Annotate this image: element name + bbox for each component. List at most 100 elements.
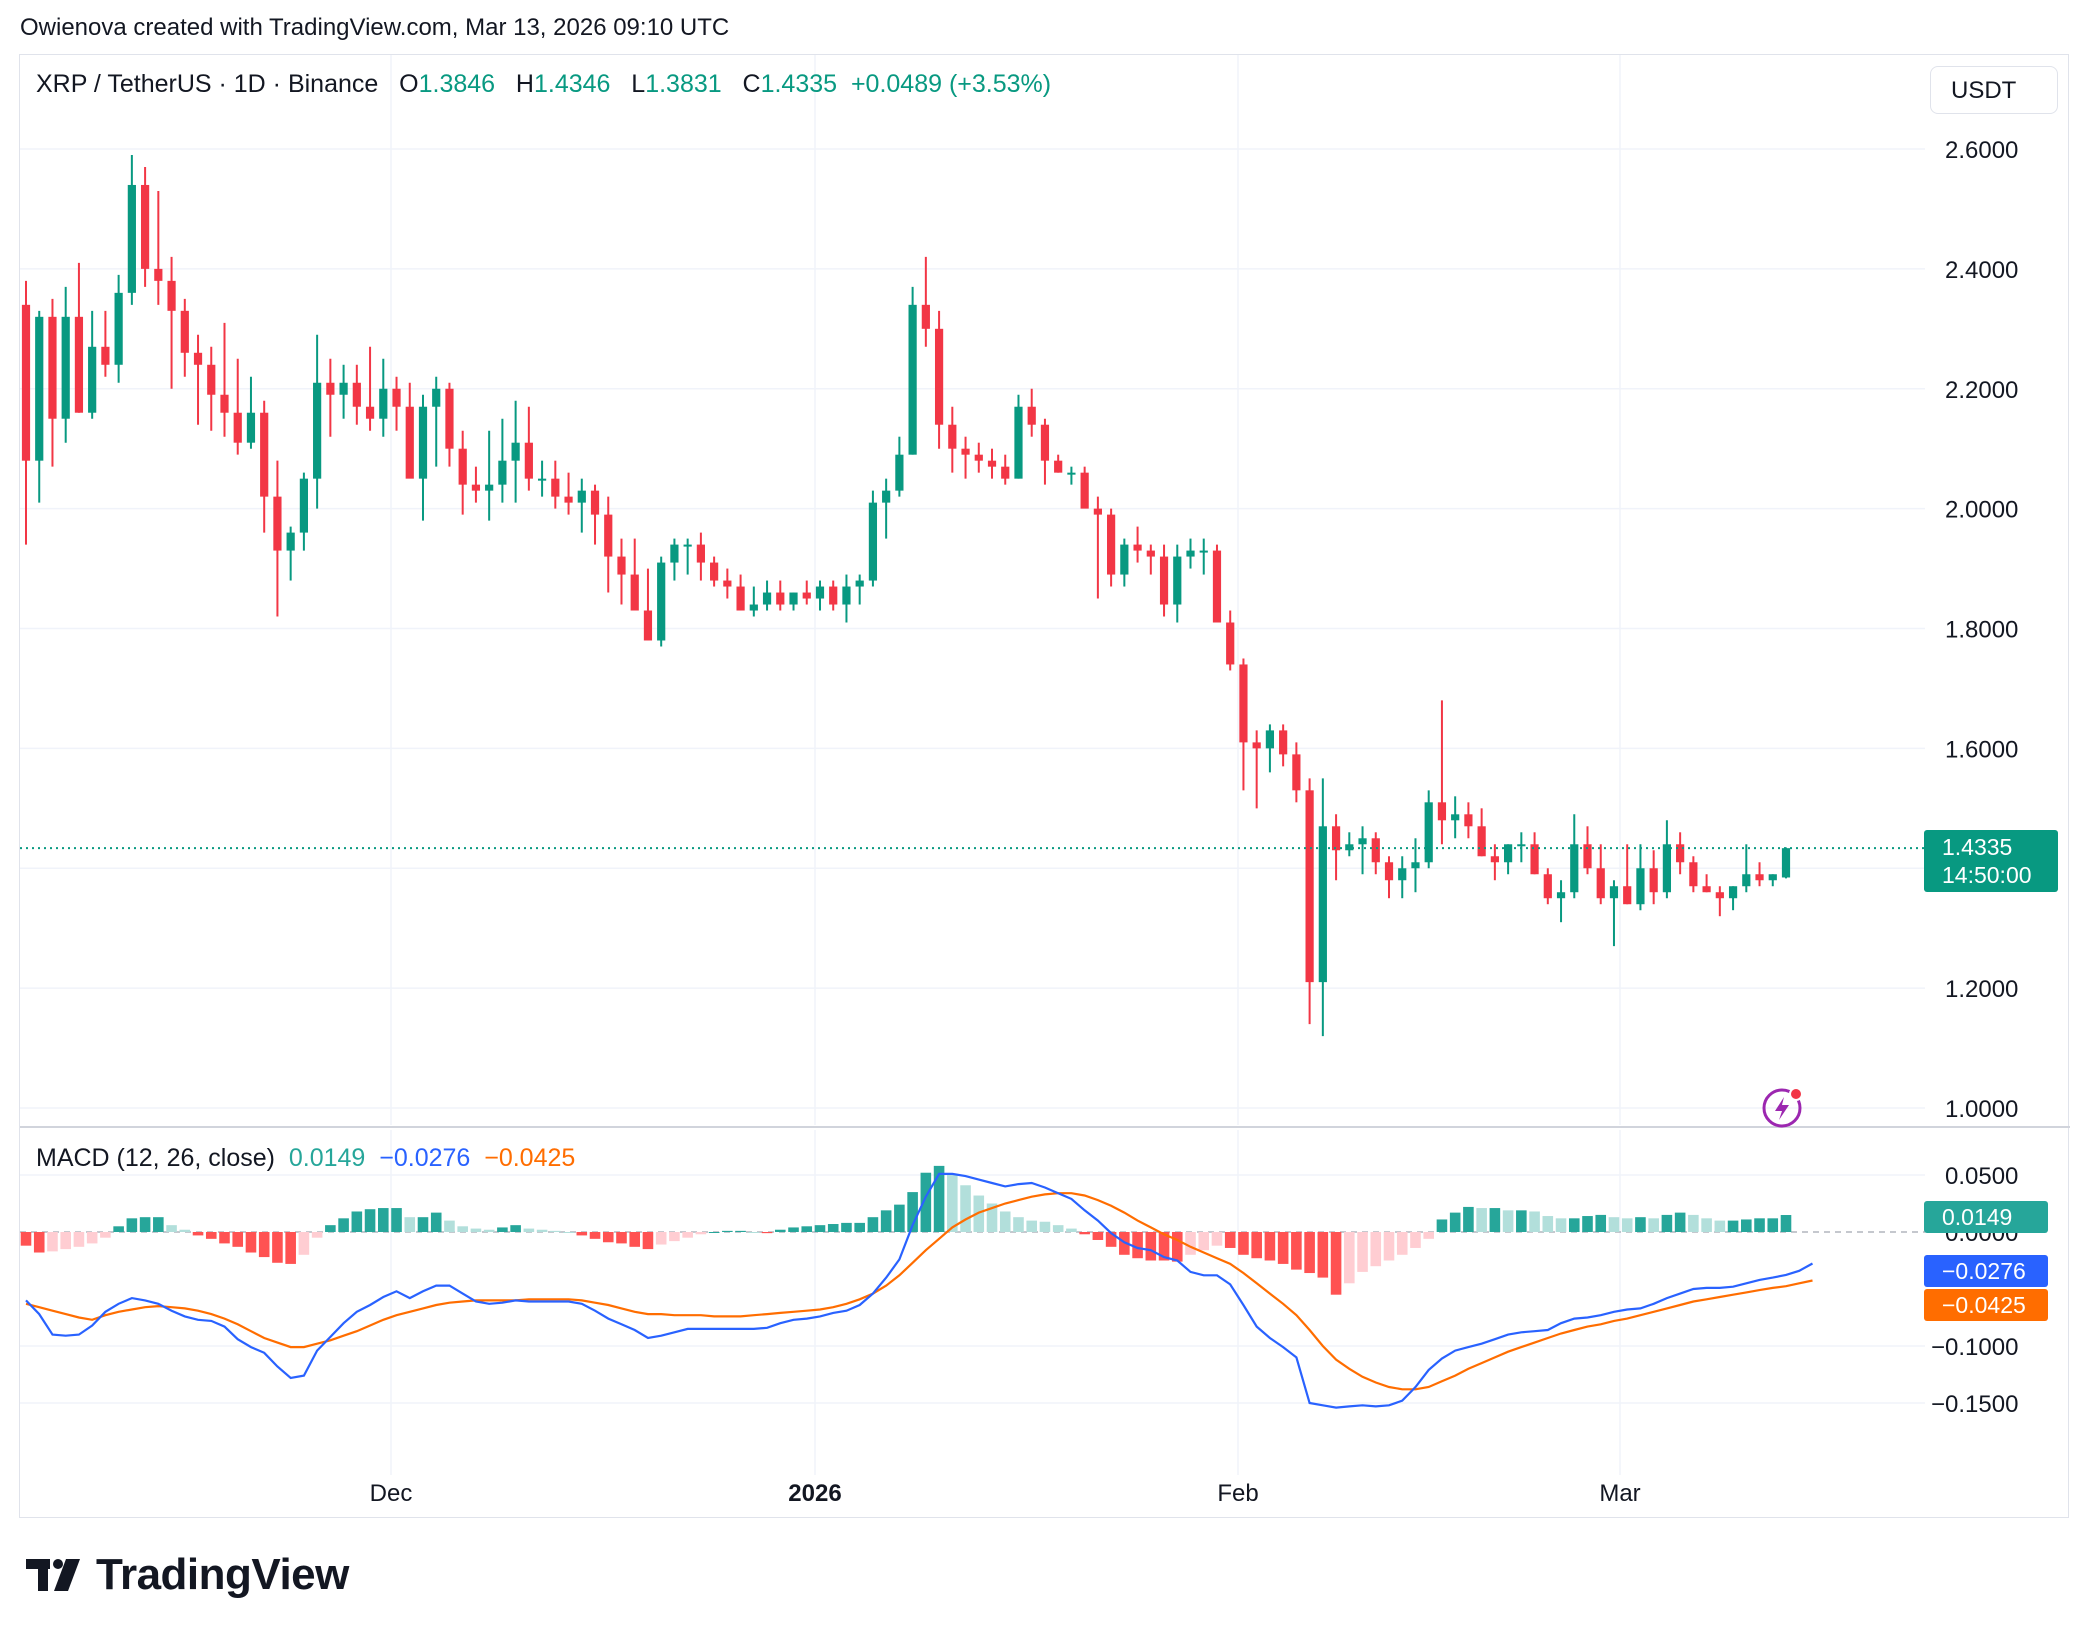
- candle-body: [974, 454, 983, 461]
- macd-histogram-bar: [47, 1232, 58, 1252]
- candle-body: [1279, 730, 1288, 755]
- macd-histogram-bar: [139, 1217, 151, 1232]
- macd-histogram-bar: [497, 1227, 508, 1232]
- macd-histogram-bar: [1502, 1210, 1514, 1232]
- macd-histogram-bar: [1066, 1228, 1077, 1232]
- macd-histogram-bar: [550, 1230, 561, 1232]
- macd-histogram-bar: [510, 1225, 521, 1232]
- macd-histogram-bar: [563, 1232, 574, 1233]
- candle-body: [35, 316, 44, 461]
- candle-body: [537, 478, 547, 481]
- time-axis-tick-label: 2026: [788, 1480, 841, 1507]
- price-axis-tick-label: 1.0000: [1945, 1096, 2018, 1123]
- candle-body: [326, 382, 335, 395]
- macd-histogram-bar: [1158, 1232, 1170, 1261]
- macd-histogram-bar: [1291, 1232, 1302, 1270]
- candle-body: [696, 544, 705, 563]
- candle-body: [21, 304, 31, 461]
- candle-body: [1398, 868, 1407, 881]
- alert-bolt-icon[interactable]: [1762, 1084, 1808, 1135]
- macd-histogram-bar: [1344, 1232, 1355, 1284]
- candle-body: [868, 502, 878, 581]
- macd-histogram-bar: [1727, 1220, 1739, 1232]
- macd-signal-badge: −0.0425: [1924, 1289, 2048, 1321]
- candle-body: [590, 490, 600, 515]
- symbol-label[interactable]: XRP / TetherUS · 1D · Binance: [36, 70, 379, 98]
- price-axis-tick-label: 1.6000: [1945, 736, 2018, 763]
- macd-histogram-bar: [642, 1232, 654, 1250]
- macd-legend: MACD (12, 26, close) 0.0149 −0.0276 −0.0…: [36, 1144, 575, 1173]
- tradingview-logo[interactable]: TradingView: [24, 1550, 349, 1600]
- candle-body: [551, 478, 560, 497]
- macd-title[interactable]: MACD (12, 26, close): [36, 1144, 275, 1172]
- candle-body: [233, 412, 242, 443]
- macd-histogram-bar: [417, 1217, 429, 1232]
- macd-histogram-bar: [378, 1208, 389, 1232]
- candle-body: [114, 292, 123, 365]
- candle-body: [1239, 664, 1248, 743]
- macd-histogram-bar: [602, 1232, 614, 1243]
- macd-histogram-bar: [1211, 1232, 1223, 1246]
- candle-body: [180, 310, 189, 353]
- candle-body: [948, 424, 957, 449]
- open-label: O: [399, 70, 419, 98]
- time-axis-tick-label: Feb: [1217, 1480, 1258, 1507]
- chart-frame[interactable]: 2.6000 2.4000 2.2000 2.0000 1.8000 1.6000 1.20…: [19, 54, 2070, 1519]
- candle-body: [458, 448, 467, 485]
- tradingview-logo-text: TradingView: [96, 1550, 349, 1599]
- candle-body: [1133, 544, 1142, 551]
- macd-histogram-bar: [1317, 1232, 1329, 1278]
- chart-canvas[interactable]: 2.6000 2.4000 2.2000 2.0000 1.8000 1.6000 1.20…: [20, 55, 2070, 1519]
- candle-body: [405, 406, 414, 479]
- candle-body: [1186, 550, 1195, 557]
- candle-body: [1120, 544, 1129, 575]
- candle-body: [101, 346, 110, 365]
- macd-histogram-bar: [761, 1232, 773, 1234]
- macd-histogram-bar: [457, 1226, 468, 1232]
- candle-body: [485, 484, 494, 491]
- macd-histogram-bar: [1185, 1232, 1196, 1255]
- candle-body: [815, 586, 825, 599]
- macd-line-badge: −0.0276: [1924, 1255, 2048, 1287]
- attribution-text: Owienova created with TradingView.com, M…: [20, 14, 730, 41]
- macd-histogram-bar: [338, 1218, 349, 1232]
- candle-body: [1107, 514, 1116, 575]
- macd-histogram-bar: [1224, 1232, 1236, 1248]
- macd-histogram-bar: [100, 1232, 111, 1238]
- candle-body: [749, 604, 758, 611]
- candle-body: [1517, 844, 1526, 847]
- candle-body: [961, 448, 970, 455]
- macd-line-value: −0.0276: [379, 1144, 471, 1172]
- candle-body: [1226, 622, 1235, 665]
- macd-histogram-bar: [1105, 1232, 1117, 1247]
- price-axis-tick-label: 2.6000: [1945, 137, 2018, 164]
- candle-body: [273, 496, 282, 551]
- candle-body: [1437, 802, 1447, 821]
- macd-histogram-bar: [920, 1172, 932, 1232]
- candle-body: [1424, 802, 1433, 863]
- macd-histogram-bar: [33, 1232, 45, 1253]
- candle-body: [1040, 424, 1050, 461]
- time-axis-tick-label: Mar: [1599, 1480, 1640, 1507]
- candle-body: [908, 304, 917, 455]
- candle-body: [1504, 844, 1513, 863]
- macd-histogram-bar: [1396, 1232, 1408, 1255]
- last-price-badge: 1.4335 14:50:00: [1924, 830, 2058, 892]
- currency-selector[interactable]: USDT: [1930, 66, 2058, 114]
- candle-body: [299, 478, 308, 533]
- macd-histogram-bar: [73, 1232, 85, 1247]
- macd-histogram-bar: [1198, 1232, 1210, 1251]
- macd-histogram-bar: [1648, 1218, 1659, 1232]
- macd-histogram-bar: [894, 1204, 905, 1232]
- macd-histogram-bar: [1661, 1214, 1673, 1232]
- macd-histogram-bar: [1357, 1232, 1368, 1272]
- candle-body: [1676, 844, 1685, 863]
- macd-histogram-bar: [1701, 1218, 1712, 1232]
- macd-histogram-bar: [1582, 1216, 1593, 1232]
- candle-body: [1384, 862, 1394, 881]
- macd-histogram-bar: [1608, 1217, 1620, 1232]
- macd-histogram-bar: [1754, 1218, 1765, 1232]
- candle-body: [1159, 556, 1169, 605]
- candle-body: [48, 316, 57, 419]
- macd-histogram-bar: [1410, 1232, 1421, 1248]
